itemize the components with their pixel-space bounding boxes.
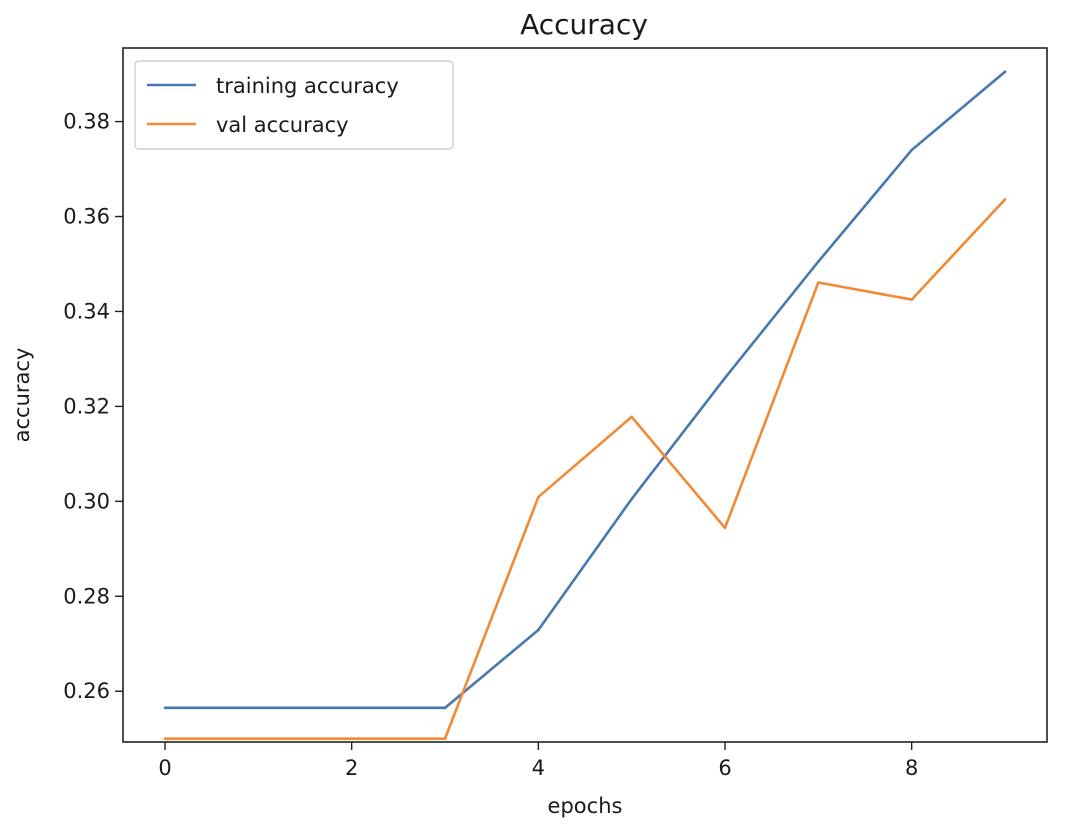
series-layer (163, 70, 1007, 740)
x-axis-ticks: 0 2 4 6 8 (158, 742, 918, 780)
y-tick-label-0-36: 0.36 (63, 205, 110, 229)
data-point-training-accuracy-3 (443, 706, 447, 710)
data-point-val-accuracy-5 (630, 415, 633, 419)
series-line-val-accuracy (165, 198, 1006, 740)
data-point-training-accuracy-8 (910, 148, 913, 152)
data-point-val-accuracy-6 (723, 526, 727, 530)
x-axis-label: epochs (548, 794, 623, 818)
data-point-training-accuracy-7 (817, 260, 820, 263)
data-point-val-accuracy-7 (817, 281, 820, 284)
y-tick-label-0-34: 0.34 (63, 299, 110, 323)
data-point-training-accuracy-1 (257, 706, 260, 710)
y-tick-label-0-26: 0.26 (63, 679, 110, 703)
data-point-training-accuracy-9 (1003, 70, 1007, 74)
y-tick-label-0-28: 0.28 (63, 584, 110, 608)
y-tick-label-0-30: 0.30 (63, 489, 110, 513)
data-point-val-accuracy-1 (257, 737, 260, 740)
x-tick-label-6: 6 (718, 756, 731, 780)
x-tick-label-0: 0 (158, 756, 171, 780)
legend-box (134, 60, 454, 150)
legend: training accuracy val accuracy (134, 60, 454, 150)
data-point-training-accuracy-2 (350, 706, 353, 710)
y-axis-ticks: 0.26 0.28 0.30 0.32 0.34 0.36 0.38 (63, 110, 123, 703)
plot-area (123, 48, 1047, 742)
y-tick-label-0-38: 0.38 (63, 110, 110, 134)
y-tick-label-0-32: 0.32 (63, 394, 110, 418)
legend-label-val-accuracy: val accuracy (216, 113, 349, 137)
legend-label-training-accuracy: training accuracy (216, 74, 399, 98)
data-point-val-accuracy-4 (537, 495, 540, 499)
data-point-val-accuracy-9 (1003, 198, 1007, 201)
x-tick-label-2: 2 (345, 756, 358, 780)
data-point-val-accuracy-8 (910, 298, 913, 301)
data-point-val-accuracy-2 (350, 737, 353, 740)
data-point-training-accuracy-5 (630, 497, 633, 501)
y-axis-label: accuracy (10, 348, 34, 443)
data-point-val-accuracy-0 (163, 737, 167, 740)
data-point-val-accuracy-3 (443, 737, 447, 740)
chart-title: Accuracy (520, 8, 648, 41)
data-point-training-accuracy-0 (163, 706, 167, 710)
x-tick-label-4: 4 (532, 756, 545, 780)
data-point-training-accuracy-4 (537, 628, 540, 632)
plot-frame (122, 47, 1048, 743)
x-tick-label-8: 8 (905, 756, 918, 780)
series-line-training-accuracy (165, 70, 1006, 710)
data-point-training-accuracy-6 (723, 376, 727, 380)
